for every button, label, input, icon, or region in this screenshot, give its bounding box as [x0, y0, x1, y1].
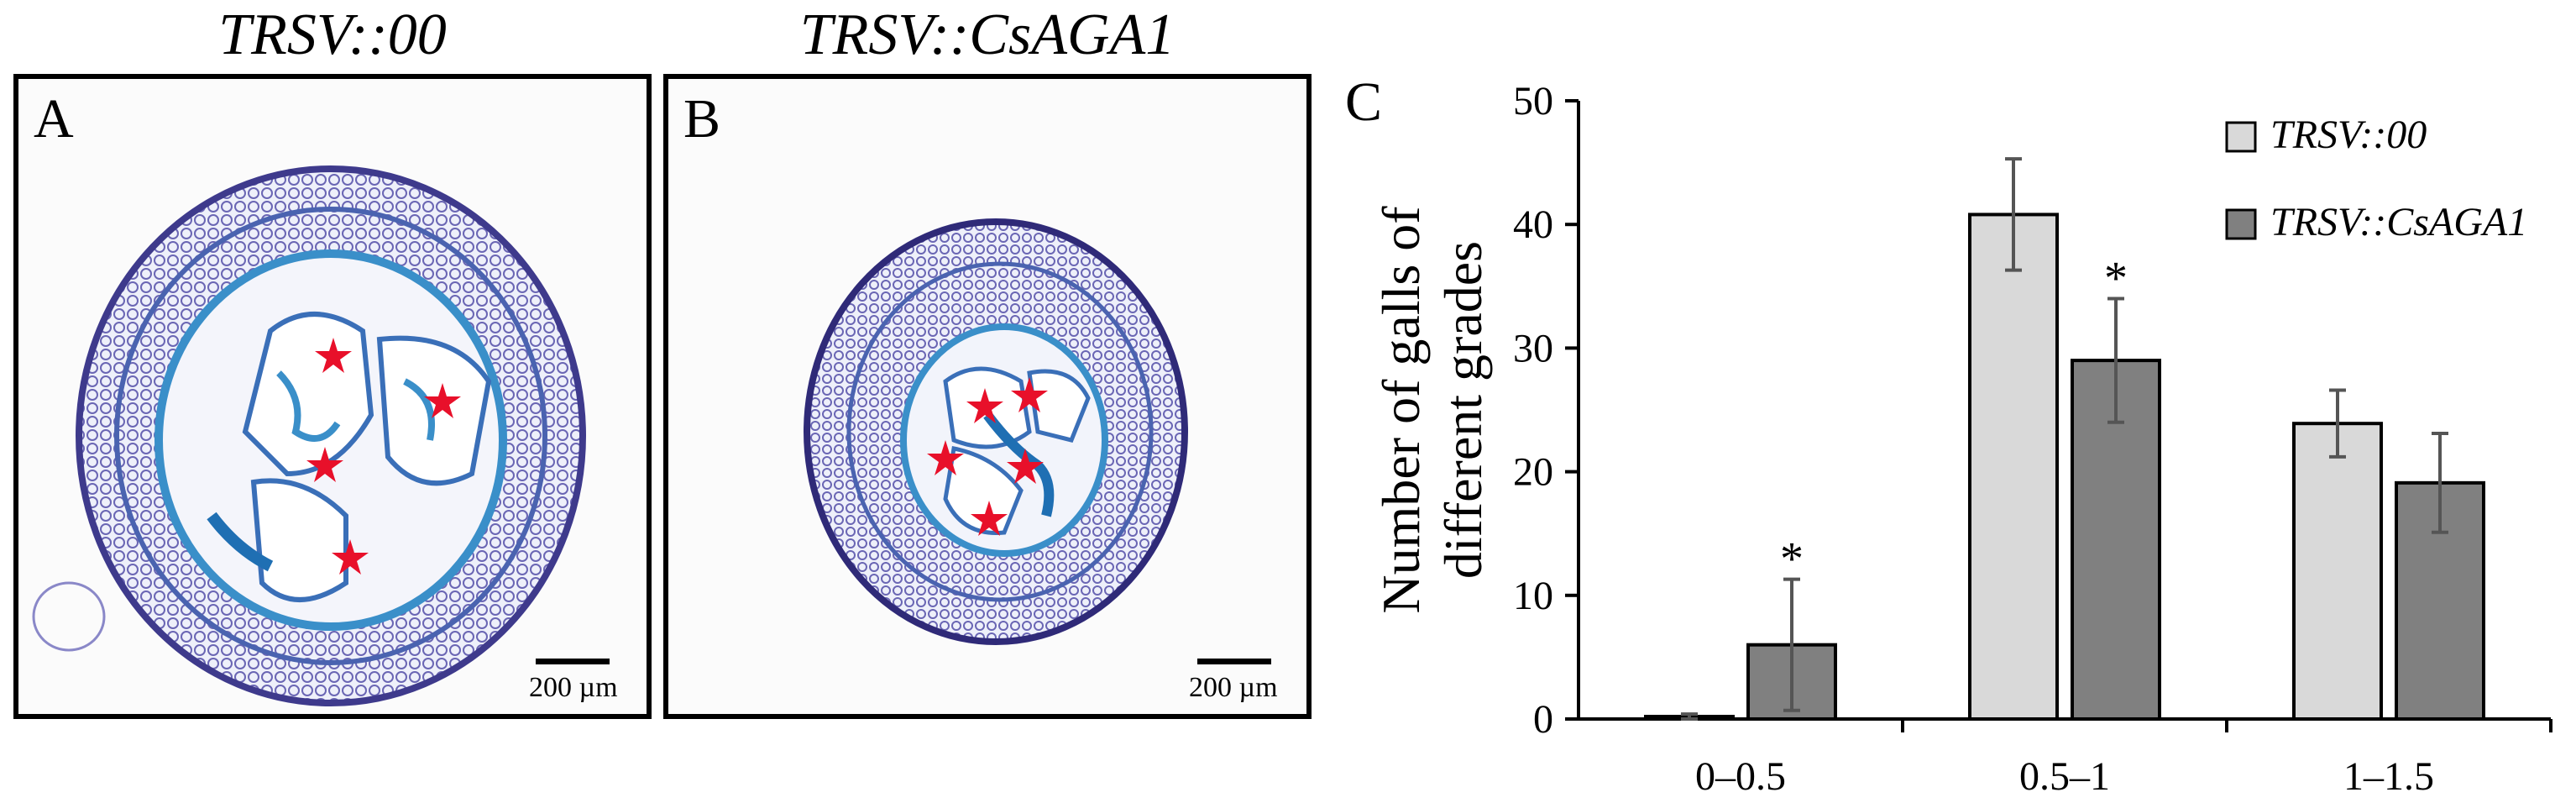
panel-b-title: TRSV::CsAGA1 — [799, 3, 1175, 67]
y-axis-label-line: different grades — [1433, 241, 1493, 579]
x-tick-label: 0–0.5 — [1695, 754, 1786, 799]
star-marker-b5 — [971, 501, 1008, 536]
bar — [2292, 422, 2383, 721]
y-axis-label-line: Number of galls of — [1371, 206, 1431, 614]
legend-label: TRSV::CsAGA1 — [2270, 200, 2527, 244]
panel-c-letter: C — [1345, 71, 1383, 133]
star-marker-b3 — [927, 440, 964, 475]
y-tick-label: 40 — [1513, 202, 1553, 247]
legend-swatch — [2225, 121, 2257, 153]
star-marker-a2 — [424, 383, 461, 418]
star-marker-a4 — [332, 539, 369, 575]
y-tick-label: 0 — [1533, 697, 1553, 742]
panel-b-micrograph: B 200 µm — [663, 74, 1312, 719]
y-tick-label: 30 — [1513, 326, 1553, 370]
significance-marker: * — [2104, 253, 2128, 305]
gall-cross-section-b — [804, 218, 1188, 645]
scale-label-b: 200 µm — [1189, 672, 1278, 703]
panel-a-letter: A — [34, 88, 74, 150]
scale-bar-b — [1197, 659, 1271, 664]
panel-b-letter: B — [683, 88, 721, 150]
bar-chart: 0 10 20 30 40 50 0–0.5 * 0.5–1 * 1–1.5 Number of ga… — [1371, 79, 2552, 799]
star-marker-b1 — [966, 388, 1003, 423]
x-tick-label: 1–1.5 — [2343, 754, 2434, 799]
legend-label: TRSV::00 — [2270, 113, 2427, 157]
y-tick-label: 50 — [1513, 79, 1553, 123]
star-marker-a3 — [306, 447, 343, 482]
bar — [1968, 213, 2059, 721]
y-tick-label: 10 — [1513, 574, 1553, 618]
star-marker-b2 — [1011, 377, 1048, 412]
panel-a-title: TRSV::00 — [218, 3, 447, 67]
panel-a-micrograph: A 200 µm — [13, 74, 652, 719]
y-tick-label: 20 — [1513, 450, 1553, 495]
y-axis-label: Number of galls ofdifferent grades — [1371, 206, 1493, 614]
star-marker-a1 — [315, 338, 352, 373]
legend-swatch — [2225, 208, 2257, 240]
gall-cross-section-a — [32, 165, 586, 706]
x-tick-label: 0.5–1 — [2019, 754, 2110, 799]
scale-label-a: 200 µm — [529, 672, 618, 703]
scale-bar-a — [536, 659, 610, 664]
significance-marker: * — [1780, 533, 1804, 585]
star-marker-b4 — [1007, 449, 1044, 484]
